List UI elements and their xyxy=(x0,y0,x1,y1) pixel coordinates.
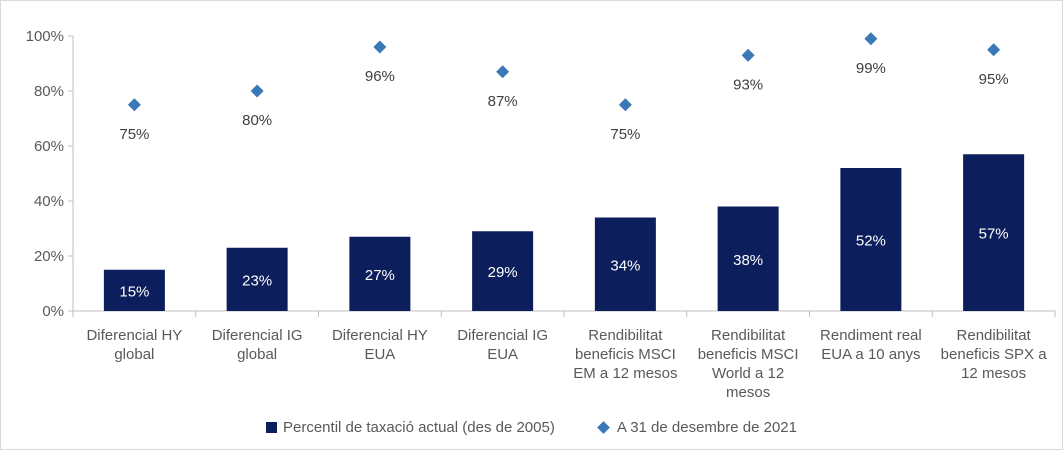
x-category-label-line: Diferencial HY xyxy=(332,327,428,344)
bar xyxy=(349,236,411,311)
diamond-marker xyxy=(373,40,387,54)
bar-data-label: 15% xyxy=(119,283,149,300)
y-tick-label: 40% xyxy=(34,193,64,210)
bar xyxy=(963,154,1025,311)
x-category-label: Diferencial HY EUA xyxy=(332,327,428,363)
bar xyxy=(226,247,288,311)
marker-data-label: 75% xyxy=(119,126,149,143)
diamond-marker xyxy=(250,84,264,98)
x-category-label-line: World a 12 xyxy=(712,365,784,382)
x-category-label-line: EUA a 10 anys xyxy=(821,346,920,363)
bar-data-label: 57% xyxy=(979,226,1009,243)
y-tick-label: 100% xyxy=(26,28,64,45)
bar xyxy=(717,206,779,311)
x-category-label-line: EM a 12 mesos xyxy=(573,365,677,382)
diamond-marker xyxy=(864,32,878,46)
marker-data-label: 96% xyxy=(365,68,395,85)
legend-item-marker: A 31 de desembre de 2021 xyxy=(596,419,797,436)
marker-data-label: 93% xyxy=(733,76,763,93)
x-category-label-line: mesos xyxy=(726,384,770,401)
x-category-label: Diferencial IG EUA xyxy=(457,327,548,363)
x-category-label-line: Diferencial HY xyxy=(86,327,182,344)
y-tick-label: 0% xyxy=(42,303,64,320)
diamond-marker xyxy=(987,43,1001,57)
x-category-label-line: Rendiment real xyxy=(820,327,922,344)
y-tick-label: 60% xyxy=(34,138,64,155)
bar xyxy=(594,217,656,311)
x-category-label-line: global xyxy=(114,346,154,363)
diamond-marker xyxy=(618,98,632,112)
bar-data-label: 34% xyxy=(610,257,640,274)
x-category-label-line: 12 mesos xyxy=(961,365,1026,382)
x-category-label-line: beneficis MSCI xyxy=(575,346,676,363)
bar-data-label: 38% xyxy=(733,252,763,269)
x-category-label-line: beneficis MSCI xyxy=(698,346,799,363)
bar-data-label: 23% xyxy=(242,272,272,289)
x-category-label-line: beneficis SPX a xyxy=(941,346,1048,363)
bar-data-label: 52% xyxy=(856,233,886,250)
bar xyxy=(472,231,534,311)
diamond-marker xyxy=(496,65,510,79)
marker-data-label: 80% xyxy=(242,112,272,129)
bar-data-label: 29% xyxy=(488,264,518,281)
x-category-label-line: Rendibilitat xyxy=(711,327,786,344)
marker-data-label: 87% xyxy=(488,93,518,110)
legend-diamond-swatch xyxy=(596,421,610,434)
x-category-label-line: global xyxy=(237,346,277,363)
y-tick-label: 80% xyxy=(34,83,64,100)
x-category-label: Rendiment real EUA a 10 anys xyxy=(820,327,922,363)
bar-data-label: 27% xyxy=(365,267,395,284)
legend: Percentil de taxació actual (des de 2005… xyxy=(1,419,1062,436)
marker-data-label: 99% xyxy=(856,60,886,77)
x-category-label: Diferencial IG global xyxy=(212,327,303,363)
x-category-label-line: EUA xyxy=(364,346,395,363)
diamond-marker xyxy=(127,98,141,112)
x-category-label-line: EUA xyxy=(487,346,518,363)
x-category-label-line: Diferencial IG xyxy=(457,327,548,344)
legend-item-bar: Percentil de taxació actual (des de 2005… xyxy=(266,419,555,436)
x-category-label: Rendibilitat beneficis MSCI EM a 12 mesos xyxy=(573,327,677,382)
x-category-label: Rendibilitat beneficis SPX a 12 mesos xyxy=(941,327,1048,382)
x-category-label: Diferencial HY global xyxy=(86,327,182,363)
diamond-marker xyxy=(741,48,755,62)
x-category-label-line: Rendibilitat xyxy=(588,327,663,344)
y-tick-label: 20% xyxy=(34,248,64,265)
marker-data-label: 75% xyxy=(610,126,640,143)
legend-bar-swatch xyxy=(266,422,277,433)
marker-data-label: 95% xyxy=(979,71,1009,88)
bar xyxy=(103,269,165,311)
legend-marker-label: A 31 de desembre de 2021 xyxy=(616,419,797,436)
x-category-label-line: Rendibilitat xyxy=(957,327,1032,344)
legend-bar-label: Percentil de taxació actual (des de 2005… xyxy=(283,419,555,436)
x-category-label-line: Diferencial IG xyxy=(212,327,303,344)
bar xyxy=(840,168,902,311)
x-category-label: Rendibilitat beneficis MSCI World a 12 meso… xyxy=(698,327,799,401)
